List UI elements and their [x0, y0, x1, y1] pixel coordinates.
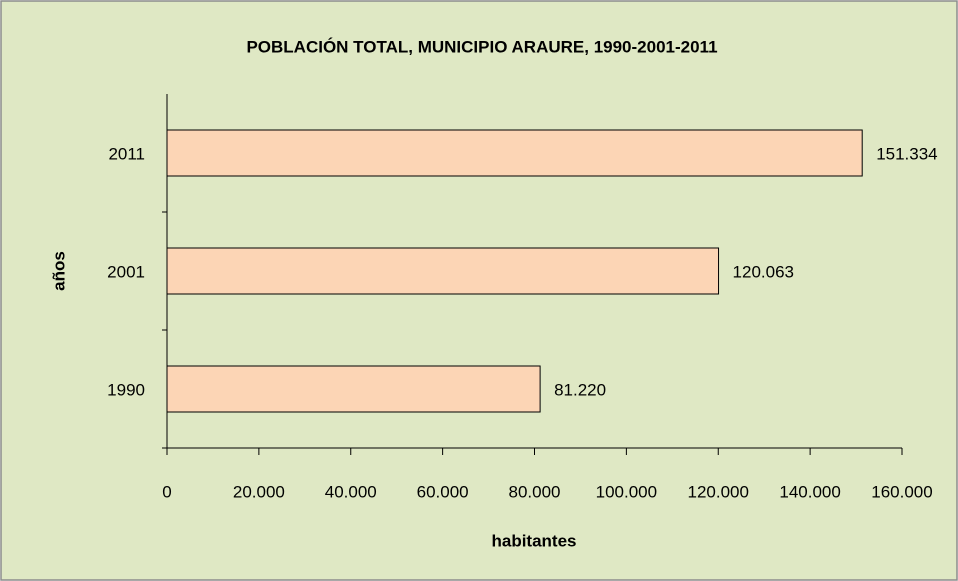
x-axis-title: habitantes [491, 531, 576, 550]
chart-title: POBLACIÓN TOTAL, MUNICIPIO ARAURE, 1990-… [246, 37, 717, 56]
value-label: 81.220 [554, 380, 606, 399]
bar [166, 247, 720, 295]
value-label: 120.063 [733, 262, 794, 281]
bar [166, 365, 541, 413]
x-tick-label: 40.000 [325, 482, 377, 501]
x-tick-label: 160.000 [871, 482, 932, 501]
y-tick-label: 2011 [108, 144, 145, 163]
x-tick-label: 100.000 [596, 482, 657, 501]
bar [166, 129, 863, 177]
x-tick-label: 80.000 [509, 482, 561, 501]
y-tick-label: 2001 [107, 262, 145, 281]
y-axis-title: años [49, 251, 68, 291]
x-tick-label: 20.000 [233, 482, 285, 501]
x-tick-label: 60.000 [417, 482, 469, 501]
x-tick-label: 120.000 [688, 482, 749, 501]
y-tick-label: 1990 [107, 380, 145, 399]
value-label: 151.334 [876, 144, 937, 163]
x-tick-label: 140.000 [779, 482, 840, 501]
x-tick-label: 0 [162, 482, 171, 501]
